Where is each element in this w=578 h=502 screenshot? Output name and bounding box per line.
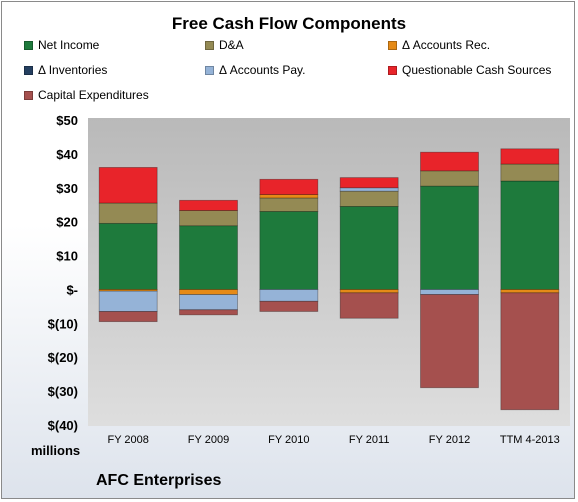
legend-item-questionable-cash: Questionable Cash Sources [388, 63, 551, 77]
legend-swatch [388, 65, 397, 75]
y-tick-label: $40 [56, 147, 78, 162]
legend-item-da: D&A [205, 38, 244, 52]
bar-segment [259, 211, 319, 290]
company-name: AFC Enterprises [96, 472, 222, 489]
bar-segment [259, 178, 319, 195]
y-tick-label: $(20) [48, 350, 78, 365]
bar-segment [339, 190, 399, 207]
legend-item-net-income: Net Income [24, 38, 99, 52]
bar-segment [259, 197, 319, 212]
x-tick-label: FY 2008 [107, 434, 148, 446]
legend-swatch [205, 40, 214, 50]
legend-swatch [24, 90, 33, 100]
bar-segment [420, 151, 479, 172]
bar-segment [339, 206, 399, 290]
x-tick-label: FY 2009 [188, 434, 229, 446]
plot-area [88, 118, 570, 426]
bar-segment [500, 289, 560, 294]
y-tick-label: $20 [56, 215, 78, 230]
units-label: millions [31, 443, 81, 458]
legend: Net Income D&A Δ Accounts Rec. Δ Invento… [0, 0, 578, 110]
bar-segment [179, 309, 238, 316]
legend-label: Δ Accounts Rec. [402, 38, 491, 52]
bar-segment [339, 177, 399, 189]
legend-item-accounts-rec: Δ Accounts Rec. [388, 38, 490, 52]
bar-segment [500, 148, 560, 165]
legend-label: D&A [219, 38, 244, 52]
bar-segment [500, 163, 560, 182]
bar-segment [179, 199, 238, 211]
bar-segment [179, 289, 238, 295]
x-tick-label: TTM 4-2013 [500, 434, 560, 446]
bar-segment [339, 289, 399, 294]
bar-segment [500, 292, 560, 411]
legend-swatch [205, 65, 214, 75]
legend-label: Δ Accounts Pay. [219, 63, 306, 77]
bar-segment [98, 311, 158, 323]
bar-segment [420, 294, 479, 389]
y-tick-label: $(40) [48, 418, 78, 433]
x-tick-label: FY 2010 [268, 434, 309, 446]
y-tick-label: $(10) [48, 316, 78, 331]
legend-label: Net Income [38, 38, 100, 52]
y-tick-label: $30 [56, 181, 78, 196]
legend-swatch [388, 40, 397, 50]
x-tick-label: FY 2011 [349, 434, 390, 446]
bar-segment [179, 294, 238, 311]
bar-segment [179, 210, 238, 227]
bar-segment [339, 187, 399, 192]
y-tick-label: $(30) [48, 384, 78, 399]
bar-segment [420, 170, 479, 187]
chart-title: Free Cash Flow Components [171, 14, 407, 33]
y-tick-label: $10 [56, 249, 78, 264]
legend-label: Δ Inventories [38, 63, 108, 77]
legend-item-accounts-pay: Δ Accounts Pay. [205, 63, 306, 77]
bar-segment [98, 202, 158, 224]
legend-swatch [24, 40, 33, 50]
bar-segment [179, 225, 238, 290]
bar-segment [98, 290, 158, 312]
bar-segment [420, 289, 479, 295]
bar-segment [500, 180, 560, 290]
x-tick-label: FY 2012 [429, 434, 470, 446]
legend-label: Questionable Cash Sources [402, 63, 552, 77]
bar-segment [259, 194, 319, 199]
bar-segment [259, 289, 319, 302]
y-tick-label: $- [66, 282, 78, 297]
y-tick-label: $50 [56, 113, 78, 128]
bar-segment [98, 167, 158, 204]
bar-segment [259, 300, 319, 312]
bar-segment [98, 222, 158, 290]
bar-segment [339, 292, 399, 319]
legend-item-capex: Capital Expenditures [24, 88, 149, 102]
legend-item-inventories: Δ Inventories [24, 63, 107, 77]
bar-segment [420, 185, 479, 290]
legend-label: Capital Expenditures [38, 88, 149, 102]
legend-swatch [24, 65, 33, 75]
